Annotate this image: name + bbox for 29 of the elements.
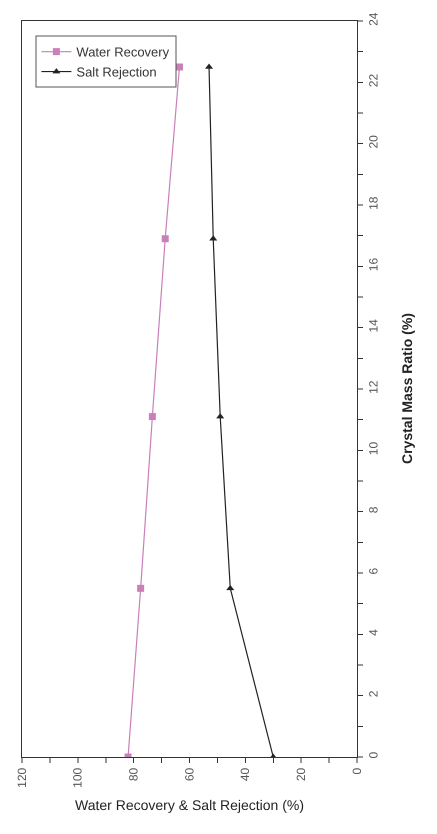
y-tick-label: 6 bbox=[366, 568, 380, 575]
y-tick-label: 22 bbox=[366, 74, 380, 88]
point bbox=[176, 64, 183, 70]
point bbox=[162, 235, 169, 242]
x-axis-title: Water Recovery & Salt Rejection (%) bbox=[75, 797, 304, 813]
x-tick-label: 100 bbox=[70, 767, 85, 788]
x-tick-label: 60 bbox=[182, 767, 196, 782]
y-tick-label: 20 bbox=[366, 134, 380, 149]
x-tick-label: 120 bbox=[14, 767, 29, 788]
y-tick-label: 14 bbox=[366, 318, 380, 333]
y-tick-label: 4 bbox=[366, 628, 380, 636]
y-tick-label: 2 bbox=[366, 690, 380, 698]
x-tick-label: 20 bbox=[294, 767, 308, 782]
y-tick-label: 16 bbox=[366, 258, 380, 272]
x-tick-label: 80 bbox=[126, 767, 141, 782]
x-tick-label: 0 bbox=[350, 767, 364, 774]
legend-label: Water Recovery bbox=[76, 44, 170, 60]
y-tick-label: 18 bbox=[366, 196, 380, 210]
y-tick-label: 24 bbox=[366, 12, 380, 26]
y-axis-title: Crystal Mass Ratio (%) bbox=[399, 313, 415, 464]
legend-label: Salt Rejection bbox=[76, 64, 157, 80]
point bbox=[148, 413, 156, 420]
y-tick-label: 8 bbox=[366, 506, 380, 514]
y-tick-label: 12 bbox=[366, 380, 380, 394]
point bbox=[226, 584, 234, 590]
y-tick-label: 0 bbox=[366, 752, 380, 759]
point bbox=[137, 584, 144, 592]
x-tick-label: 40 bbox=[238, 767, 252, 782]
y-tick-label: 10 bbox=[366, 442, 380, 456]
